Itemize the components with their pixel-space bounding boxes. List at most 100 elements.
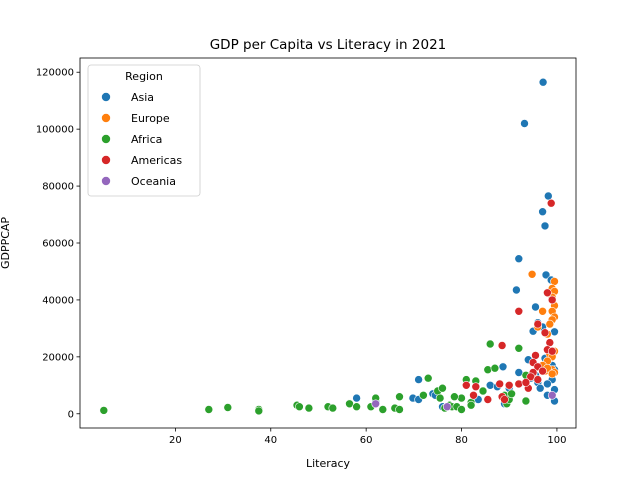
data-point-asia-9 bbox=[531, 302, 540, 312]
y-tick-label-2: 40000 bbox=[42, 295, 74, 306]
data-point-americas-4 bbox=[533, 319, 543, 329]
data-point-americas-2 bbox=[547, 295, 557, 305]
data-point-americas-5 bbox=[540, 328, 550, 338]
data-point-africa-10 bbox=[345, 399, 354, 409]
data-point-africa-36 bbox=[490, 363, 500, 373]
data-point-africa-35 bbox=[485, 339, 495, 349]
data-point-africa-33 bbox=[478, 386, 488, 396]
y-axis: 0 20000 40000 60000 80000 100000 120000 bbox=[36, 68, 80, 420]
data-point-americas-16 bbox=[533, 375, 543, 384]
data-point-oceania-0 bbox=[547, 390, 557, 400]
data-point-africa-27 bbox=[457, 405, 466, 414]
legend-label-asia: Asia bbox=[131, 91, 154, 104]
legend-label-oceania: Oceania bbox=[131, 175, 176, 188]
data-point-asia-23 bbox=[514, 368, 524, 377]
data-point-europe-23 bbox=[547, 369, 557, 379]
legend-label-africa: Africa bbox=[131, 133, 162, 146]
data-point-asia-20 bbox=[498, 362, 508, 372]
x-tick-label-1: 40 bbox=[264, 435, 277, 446]
legend-box bbox=[87, 64, 201, 197]
data-point-africa-11 bbox=[352, 402, 361, 412]
data-point-europe-0 bbox=[527, 269, 537, 279]
data-point-africa-19 bbox=[423, 373, 433, 383]
legend-marker-americas bbox=[101, 155, 111, 165]
points-layer bbox=[99, 77, 559, 416]
data-point-asia-0 bbox=[538, 77, 548, 87]
data-point-africa-21 bbox=[435, 393, 445, 403]
data-point-asia-29 bbox=[485, 380, 495, 390]
data-point-americas-27 bbox=[483, 395, 493, 404]
y-tick-label-6: 120000 bbox=[36, 68, 74, 79]
data-point-americas-3 bbox=[514, 306, 524, 316]
data-point-africa-31 bbox=[466, 400, 476, 410]
data-point-asia-4 bbox=[540, 221, 550, 231]
data-point-africa-44 bbox=[450, 392, 459, 402]
legend-title: Region bbox=[125, 70, 163, 83]
legend: Region Asia Europe Africa Americas Oceania bbox=[87, 64, 201, 197]
data-point-africa-1 bbox=[204, 405, 214, 414]
data-point-africa-40 bbox=[507, 389, 516, 399]
data-point-asia-13 bbox=[550, 327, 559, 337]
data-point-asia-5 bbox=[514, 254, 524, 264]
data-point-americas-13 bbox=[538, 366, 547, 376]
data-point-americas-9 bbox=[497, 341, 507, 350]
x-tick-label-3: 80 bbox=[455, 435, 468, 446]
y-tick-label-0: 0 bbox=[68, 409, 74, 420]
data-point-americas-8 bbox=[547, 346, 557, 356]
data-point-africa-43 bbox=[521, 396, 531, 406]
data-point-americas-6 bbox=[545, 338, 555, 347]
data-point-americas-18 bbox=[504, 380, 514, 390]
legend-label-americas: Americas bbox=[131, 154, 182, 167]
data-point-oceania-2 bbox=[442, 402, 452, 412]
x-axis-label: Literacy bbox=[306, 457, 351, 470]
data-point-americas-17 bbox=[514, 379, 524, 389]
data-point-americas-19 bbox=[495, 379, 505, 389]
data-point-africa-2 bbox=[223, 403, 233, 412]
data-point-americas-23 bbox=[521, 378, 531, 387]
x-tick-label-2: 60 bbox=[360, 435, 373, 446]
data-point-asia-3 bbox=[538, 207, 547, 216]
data-point-asia-2 bbox=[543, 191, 553, 201]
data-point-americas-21 bbox=[471, 382, 481, 392]
legend-marker-asia bbox=[101, 92, 111, 102]
y-tick-label-1: 20000 bbox=[42, 352, 74, 363]
data-point-africa-41 bbox=[514, 343, 524, 353]
data-point-oceania-1 bbox=[371, 399, 381, 409]
data-point-africa-22 bbox=[438, 383, 447, 393]
data-point-asia-36 bbox=[414, 375, 423, 384]
data-point-americas-20 bbox=[461, 380, 471, 390]
legend-marker-europe bbox=[101, 113, 111, 123]
data-point-africa-9 bbox=[328, 403, 338, 413]
data-point-africa-18 bbox=[419, 390, 428, 400]
data-point-americas-0 bbox=[546, 198, 556, 208]
x-tick-label-0: 20 bbox=[169, 435, 182, 446]
data-point-americas-1 bbox=[543, 288, 552, 298]
x-axis: 20 40 60 80 100 bbox=[169, 428, 566, 446]
data-point-africa-4 bbox=[254, 406, 264, 416]
data-point-africa-34 bbox=[483, 365, 493, 375]
data-point-africa-28 bbox=[457, 393, 466, 403]
data-point-americas-26 bbox=[500, 395, 509, 404]
data-point-europe-7 bbox=[538, 306, 547, 316]
data-point-africa-6 bbox=[295, 402, 304, 412]
data-point-americas-24 bbox=[469, 390, 478, 400]
data-point-asia-32 bbox=[535, 383, 545, 393]
data-point-africa-14 bbox=[378, 405, 388, 414]
data-point-asia-28 bbox=[543, 379, 552, 389]
x-tick-label-4: 100 bbox=[547, 435, 566, 446]
data-point-africa-17 bbox=[395, 405, 404, 414]
y-tick-label-3: 60000 bbox=[42, 239, 74, 250]
data-point-africa-0 bbox=[99, 406, 109, 415]
chart-title: GDP per Capita vs Literacy in 2021 bbox=[210, 37, 447, 53]
y-tick-label-4: 80000 bbox=[42, 182, 74, 193]
data-point-americas-10 bbox=[531, 351, 540, 360]
data-point-asia-43 bbox=[352, 393, 361, 403]
legend-marker-oceania bbox=[101, 176, 111, 186]
data-point-asia-6 bbox=[541, 270, 551, 280]
data-point-asia-1 bbox=[520, 119, 529, 128]
legend-items: Asia Europe Africa Americas Oceania bbox=[101, 91, 182, 188]
legend-marker-africa bbox=[101, 134, 111, 144]
data-point-europe-1 bbox=[550, 277, 559, 286]
y-tick-label-5: 100000 bbox=[36, 125, 74, 136]
